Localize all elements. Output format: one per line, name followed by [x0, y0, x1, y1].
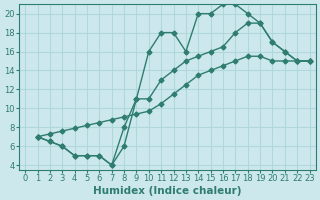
X-axis label: Humidex (Indice chaleur): Humidex (Indice chaleur): [93, 186, 242, 196]
